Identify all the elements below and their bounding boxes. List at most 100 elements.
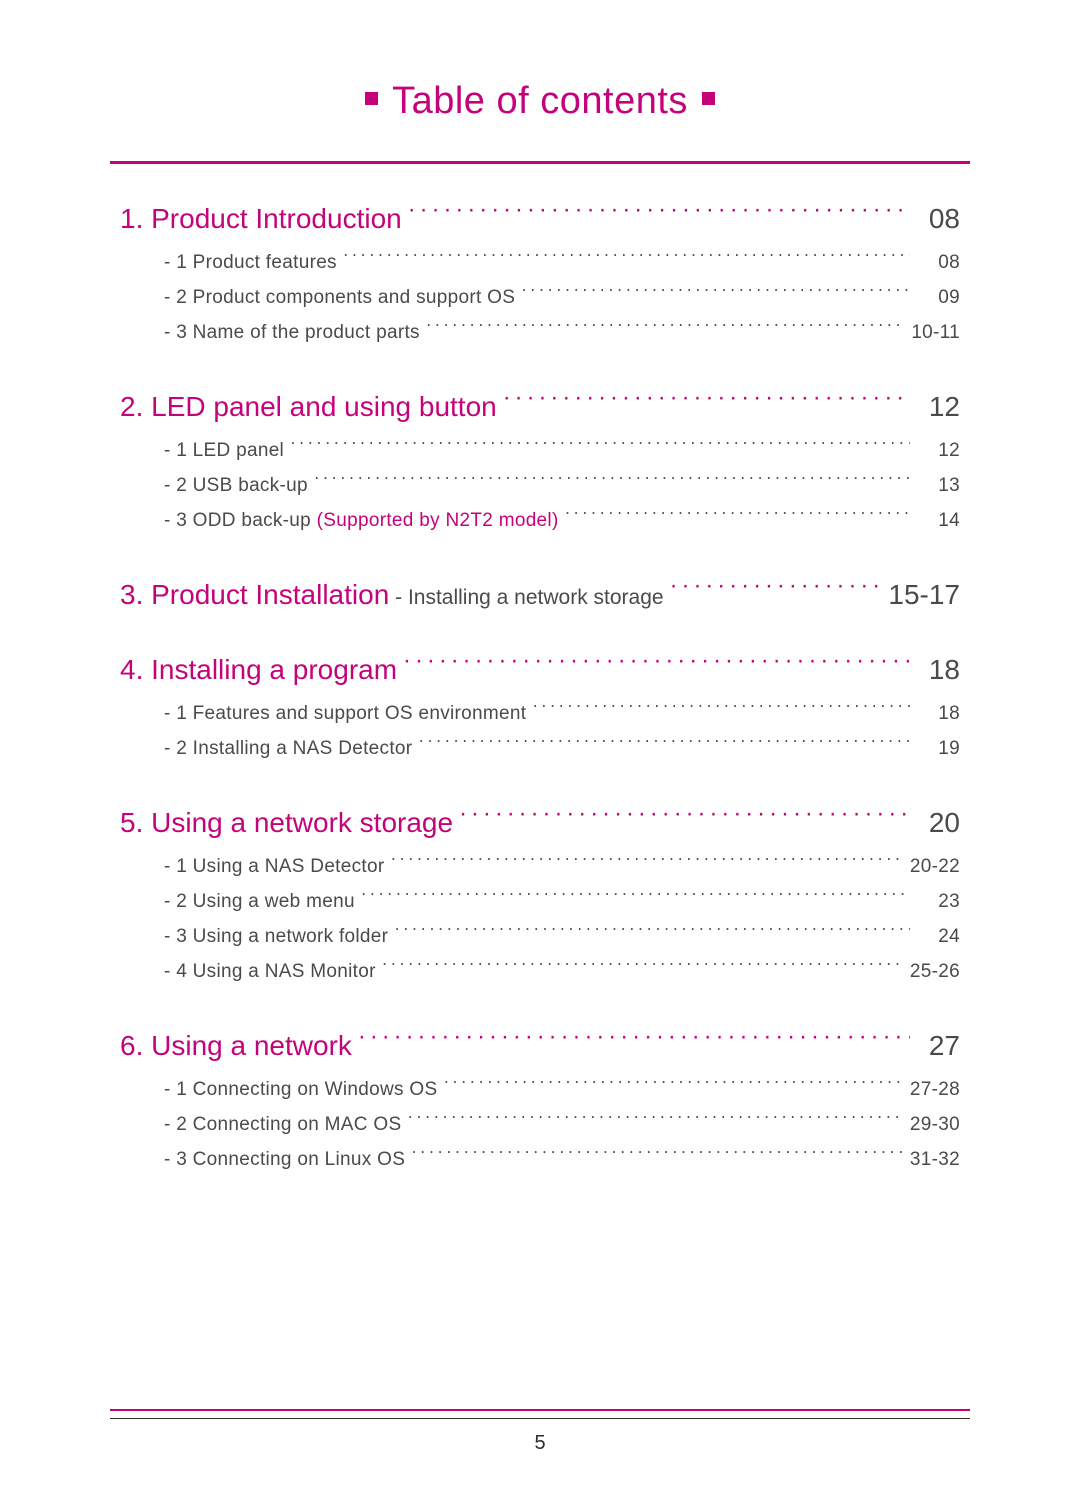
- toc-sub-row: - 3 Name of the product parts 10-11: [120, 319, 960, 344]
- sub-label: - 2 USB back-up: [164, 475, 308, 497]
- dot-leader: [521, 284, 910, 303]
- chapter-page: 20: [916, 807, 960, 839]
- toc-section: 1. Product Introduction 08 - 1 Product f…: [120, 200, 960, 344]
- chapter-page: 15-17: [888, 579, 960, 611]
- sub-label: - 2 Connecting on MAC OS: [164, 1114, 401, 1136]
- dot-leader: [343, 249, 910, 268]
- square-bullet-right-icon: [702, 92, 715, 105]
- sub-label: - 1 Using a NAS Detector: [164, 856, 385, 878]
- dot-leader: [670, 576, 883, 604]
- toc-chapter-row: 3. Product Installation - Installing a n…: [120, 576, 960, 611]
- sub-page: 20-22: [910, 856, 960, 878]
- chapter-suffix: - Installing a network storage: [389, 586, 663, 609]
- chapter-page: 18: [916, 654, 960, 686]
- toc-chapter-row: 5. Using a network storage 20: [120, 804, 960, 839]
- sub-label: - 3 Connecting on Linux OS: [164, 1149, 405, 1171]
- dot-leader: [407, 1111, 903, 1130]
- sub-page: 10-11: [911, 322, 960, 344]
- toc-sub-row: - 2 Using a web menu 23: [120, 888, 960, 913]
- sub-label: - 1 Features and support OS environment: [164, 703, 526, 725]
- page-number: 5: [0, 1432, 1080, 1455]
- dot-leader: [411, 1146, 904, 1165]
- sub-label-text: - 3 ODD back-up: [164, 510, 317, 531]
- toc-section: 3. Product Installation - Installing a n…: [120, 576, 960, 611]
- sub-page: 31-32: [910, 1149, 960, 1171]
- toc-sub-row: - 2 Connecting on MAC OS 29-30: [120, 1111, 960, 1136]
- sub-label: - 1 Connecting on Windows OS: [164, 1079, 437, 1101]
- dot-leader: [418, 735, 910, 754]
- toc-sub-row: - 1 Using a NAS Detector 20-22: [120, 853, 960, 878]
- dot-leader: [426, 319, 905, 338]
- sub-page: 23: [916, 891, 960, 913]
- chapter-label: 5. Using a network storage: [120, 807, 453, 839]
- sub-label: - 2 Product components and support OS: [164, 287, 515, 309]
- dot-leader: [382, 958, 904, 977]
- sub-label-note: (Supported by N2T2 model): [317, 510, 559, 531]
- toc-sub-row: - 4 Using a NAS Monitor 25-26: [120, 958, 960, 983]
- sub-label: - 2 Using a web menu: [164, 891, 355, 913]
- sub-page: 12: [916, 440, 960, 462]
- sub-label: - 1 Product features: [164, 252, 337, 274]
- toc-sub-row: - 2 USB back-up 13: [120, 472, 960, 497]
- toc-sub-row: - 1 LED panel 12: [120, 437, 960, 462]
- toc-sub-row: - 3 Using a network folder 24: [120, 923, 960, 948]
- title-underline: [110, 161, 970, 164]
- toc-section: 2. LED panel and using button 12 - 1 LED…: [120, 388, 960, 532]
- sub-page: 19: [916, 738, 960, 760]
- footer-rule-accent: [110, 1409, 970, 1411]
- dot-leader: [361, 888, 910, 907]
- dot-leader: [443, 1076, 903, 1095]
- toc-sub-row: - 3 ODD back-up (Supported by N2T2 model…: [120, 507, 960, 532]
- dot-leader: [503, 388, 910, 416]
- chapter-page: 27: [916, 1030, 960, 1062]
- sub-label: - 4 Using a NAS Monitor: [164, 961, 376, 983]
- toc-chapter-row: 6. Using a network 27: [120, 1027, 960, 1062]
- toc-section: 6. Using a network 27 - 1 Connecting on …: [120, 1027, 960, 1171]
- chapter-label: 2. LED panel and using button: [120, 391, 497, 423]
- toc-sub-row: - 1 Features and support OS environment …: [120, 700, 960, 725]
- toc-section: 4. Installing a program 18 - 1 Features …: [120, 651, 960, 760]
- dot-leader: [290, 437, 910, 456]
- page-title: Table of contents: [392, 80, 688, 123]
- sub-page: 24: [916, 926, 960, 948]
- dot-leader: [565, 507, 910, 526]
- dot-leader: [394, 923, 910, 942]
- toc-section: 5. Using a network storage 20 - 1 Using …: [120, 804, 960, 983]
- dot-leader: [459, 804, 910, 832]
- toc-chapter-row: 1. Product Introduction 08: [120, 200, 960, 235]
- table-of-contents: 1. Product Introduction 08 - 1 Product f…: [110, 200, 970, 1171]
- toc-sub-row: - 1 Product features 08: [120, 249, 960, 274]
- sub-page: 09: [916, 287, 960, 309]
- sub-label: - 1 LED panel: [164, 440, 284, 462]
- title-wrap: Table of contents: [110, 80, 970, 123]
- chapter-label: 1. Product Introduction: [120, 203, 402, 235]
- sub-page: 18: [916, 703, 960, 725]
- sub-label: - 3 ODD back-up (Supported by N2T2 model…: [164, 510, 559, 532]
- dot-leader: [314, 472, 910, 491]
- chapter-page: 08: [916, 203, 960, 235]
- chapter-page: 12: [916, 391, 960, 423]
- dot-leader: [532, 700, 910, 719]
- sub-page: 13: [916, 475, 960, 497]
- chapter-label: 4. Installing a program: [120, 654, 397, 686]
- sub-label: - 3 Name of the product parts: [164, 322, 420, 344]
- sub-page: 08: [916, 252, 960, 274]
- sub-page: 29-30: [910, 1114, 960, 1136]
- square-bullet-left-icon: [365, 92, 378, 105]
- chapter-label: 6. Using a network: [120, 1030, 352, 1062]
- dot-leader: [408, 200, 910, 228]
- toc-sub-row: - 3 Connecting on Linux OS 31-32: [120, 1146, 960, 1171]
- sub-label: - 3 Using a network folder: [164, 926, 388, 948]
- sub-label: - 2 Installing a NAS Detector: [164, 738, 412, 760]
- dot-leader: [391, 853, 904, 872]
- toc-sub-row: - 1 Connecting on Windows OS 27-28: [120, 1076, 960, 1101]
- chapter-label: 3. Product Installation - Installing a n…: [120, 579, 664, 611]
- toc-sub-row: - 2 Installing a NAS Detector 19: [120, 735, 960, 760]
- toc-chapter-row: 4. Installing a program 18: [120, 651, 960, 686]
- footer-rule-thin: [110, 1418, 970, 1419]
- dot-leader: [358, 1027, 910, 1055]
- toc-sub-row: - 2 Product components and support OS 09: [120, 284, 960, 309]
- chapter-label-text: 3. Product Installation: [120, 579, 389, 610]
- dot-leader: [403, 651, 910, 679]
- sub-page: 25-26: [910, 961, 960, 983]
